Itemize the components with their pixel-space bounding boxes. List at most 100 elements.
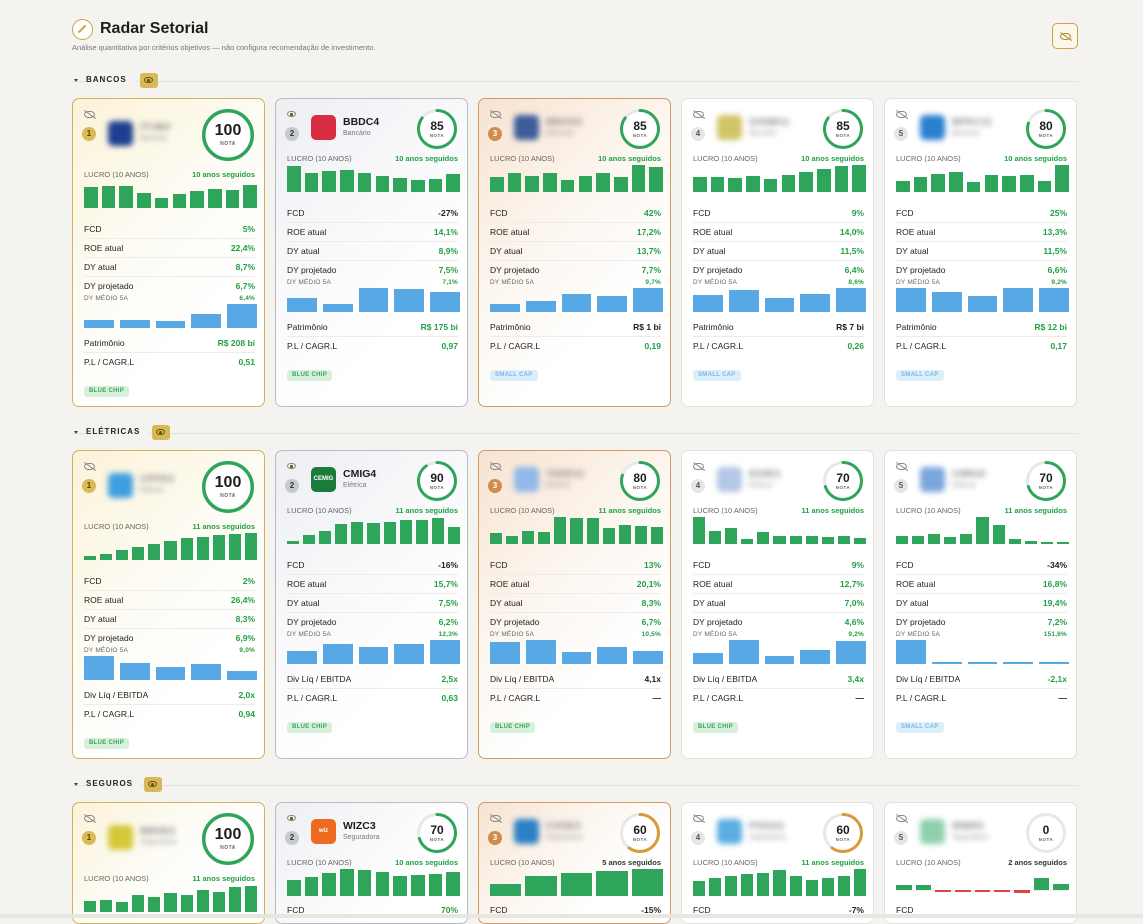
score-value: 80: [620, 471, 660, 485]
profit-bar: [651, 527, 663, 544]
profit-bar: [554, 517, 566, 544]
eye-off-icon[interactable]: [84, 111, 95, 118]
metric-label: Div Líq / EBITDA: [693, 674, 757, 684]
eye-off-icon[interactable]: [896, 463, 907, 470]
metric-label: FCD: [896, 208, 913, 218]
chevron-down-icon[interactable]: [74, 79, 78, 82]
dy-bar: [359, 647, 389, 664]
profit-bar: [100, 554, 112, 560]
company-logo: [920, 115, 945, 140]
metric-label: FCD: [84, 576, 101, 586]
eye-off-icon[interactable]: [84, 815, 95, 822]
profit-bar: [914, 177, 928, 192]
profit-bar: [245, 886, 257, 912]
chevron-down-icon[interactable]: [74, 431, 78, 434]
eye-off-icon[interactable]: [896, 111, 907, 118]
eye-icon[interactable]: [287, 111, 296, 117]
metric-label: P.L / CAGR.L: [490, 341, 540, 351]
profit-bar: [384, 522, 396, 544]
profit-bar: [226, 190, 240, 208]
rank-badge: 2: [285, 127, 299, 141]
metric-label: FCD: [490, 560, 507, 570]
profit-bar: [852, 165, 866, 192]
section-visibility-button[interactable]: [152, 425, 170, 440]
metric-label: DY projetado: [490, 265, 539, 275]
section-header-3[interactable]: SEGUROS: [72, 776, 1078, 796]
section-visibility-button[interactable]: [140, 73, 158, 88]
eye-icon[interactable]: [287, 463, 296, 469]
eye-off-icon[interactable]: [693, 815, 704, 822]
ticker: CMIG3: [952, 468, 985, 480]
profit-bar: [181, 538, 193, 560]
eye-off-icon[interactable]: [693, 463, 704, 470]
profit-streak: 5 anos seguidos: [602, 858, 661, 867]
dy-label: DY MÉDIO 5A: [84, 647, 128, 654]
profit-bar: [838, 536, 850, 544]
company-logo: [108, 473, 133, 498]
profit-bar: [84, 901, 96, 912]
eye-off-icon[interactable]: [490, 111, 501, 118]
section-header-1[interactable]: BANCOS: [72, 72, 1078, 92]
section-visibility-button[interactable]: [144, 777, 162, 792]
profit-header: LUCRO (10 ANOS)11 anos seguidos: [693, 858, 864, 867]
profit-bar: [773, 536, 785, 544]
profit-streak: 11 anos seguidos: [598, 506, 661, 515]
profit-bar: [725, 528, 737, 544]
dy-label: DY MÉDIO 5A: [693, 279, 737, 286]
eye-off-icon[interactable]: [490, 815, 501, 822]
dy-bar: [84, 320, 114, 328]
rank-badge: 4: [691, 831, 705, 845]
profit-bar: [508, 173, 522, 192]
dy-bar: [765, 298, 795, 312]
profit-bar: [490, 884, 521, 896]
metric-label: Patrimônio: [490, 322, 531, 332]
metric-label: P.L / CAGR.L: [693, 341, 743, 351]
dy-bar: [287, 651, 317, 664]
profit-streak: 2 anos seguidos: [1008, 858, 1067, 867]
eye-icon[interactable]: [287, 815, 296, 821]
profit-bar: [229, 887, 241, 912]
chevron-down-icon[interactable]: [74, 783, 78, 786]
eye-off-icon[interactable]: [490, 463, 501, 470]
profit-header: LUCRO (10 ANOS)5 anos seguidos: [490, 858, 661, 867]
dy-bar: [968, 662, 998, 664]
profit-chart: [287, 517, 458, 544]
profit-bar: [993, 525, 1005, 544]
eye-off-icon[interactable]: [84, 463, 95, 470]
profit-bar: [340, 170, 354, 192]
rank-badge: 3: [488, 831, 502, 845]
dy-bar: [323, 644, 353, 664]
eye-off-icon[interactable]: [896, 815, 907, 822]
toggle-values-button[interactable]: [1052, 23, 1078, 49]
metric-label: ROE atual: [490, 579, 529, 589]
dy-bar: [633, 288, 663, 312]
profit-streak: 10 anos seguidos: [395, 154, 458, 163]
section-header-2[interactable]: ELÉTRICAS: [72, 424, 1078, 444]
profit-bar: [411, 180, 425, 192]
eye-off-icon[interactable]: [693, 111, 704, 118]
dy-bar: [800, 294, 830, 312]
